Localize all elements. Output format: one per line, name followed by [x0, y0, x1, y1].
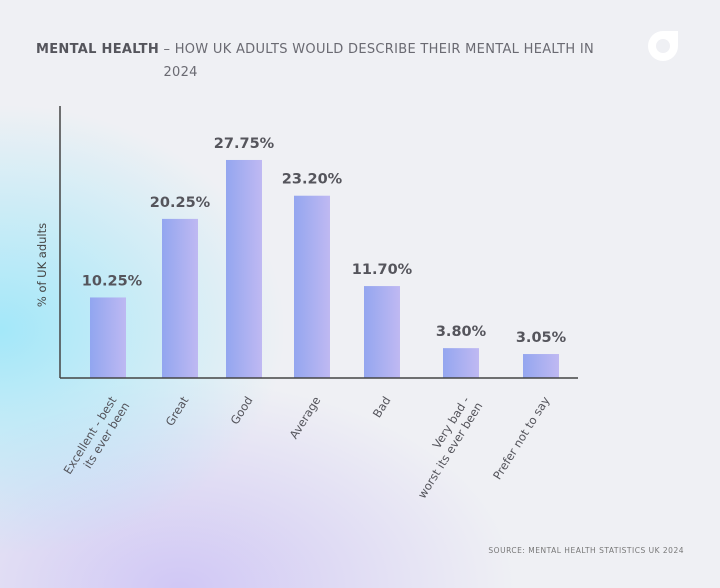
tick-label-1: Great: [163, 393, 192, 428]
tick-label-2: Good: [228, 394, 256, 427]
tick-label-3: Average: [287, 394, 324, 441]
tick-label-6: Prefer not to say: [490, 394, 552, 482]
data-label-1: 20.25%: [150, 195, 211, 211]
data-label-3: 23.20%: [282, 172, 343, 188]
bar-4: [364, 286, 400, 378]
bar-0: [90, 297, 126, 378]
y-axis-label: % of UK adults: [35, 223, 49, 307]
bar-6: [523, 354, 559, 378]
data-label-2: 27.75%: [214, 136, 275, 152]
source-note: SOURCE: MENTAL HEALTH STATISTICS UK 2024: [488, 546, 684, 555]
tick-label-4: Bad: [370, 394, 394, 420]
tick-label-5: Very bad -worst its ever been: [403, 392, 485, 501]
data-label-4: 11.70%: [352, 262, 413, 278]
brand-logo-icon: [648, 31, 678, 61]
bar-5: [443, 348, 479, 378]
data-label-6: 3.05%: [516, 330, 567, 346]
bar-1: [162, 218, 198, 378]
data-label-5: 3.80%: [436, 324, 487, 340]
data-label-0: 10.25%: [82, 273, 143, 289]
bar-2: [226, 159, 262, 378]
tick-label-0: Excellent - bestits ever been: [61, 392, 133, 484]
bar-3: [294, 195, 330, 378]
chart-title: MENTAL HEALTH – HOW UK ADULTS WOULD DESC…: [36, 42, 595, 80]
